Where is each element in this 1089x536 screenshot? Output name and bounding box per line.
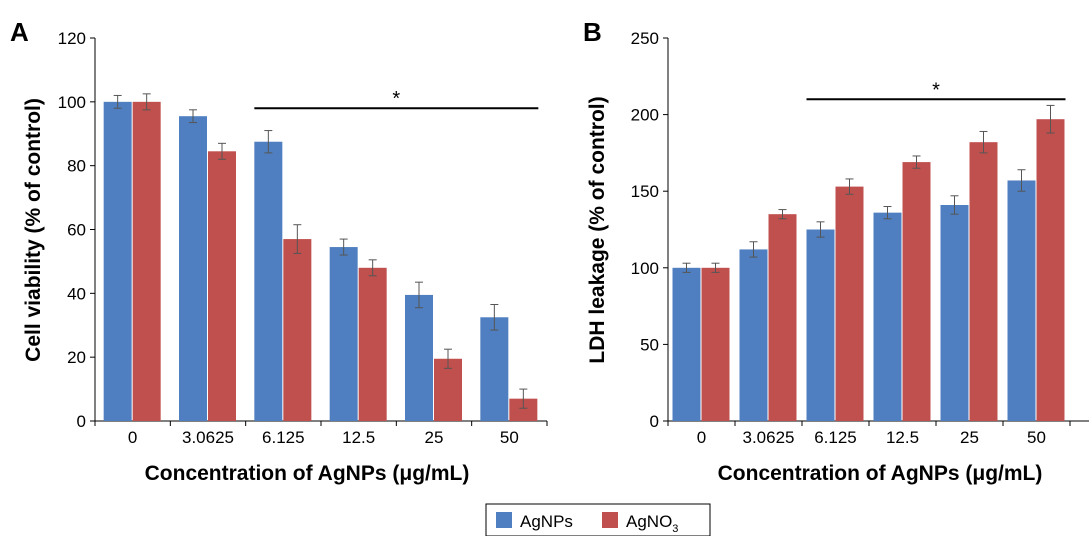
legend-label-agnps: AgNPs bbox=[520, 512, 573, 531]
panel-b-bar-agno3 bbox=[969, 142, 998, 421]
panel-b: B 0 50 100 150 200 250 0 3.0625 6.125 12.5 25 50 * C… bbox=[583, 17, 1089, 485]
panel-a-significance-star: * bbox=[392, 88, 400, 110]
panel-a-plot: 0 20 40 60 80 100 120 0 3.0625 6.125 12.5 25 50 * bbox=[58, 29, 548, 447]
panel-b-bar-agno3 bbox=[902, 162, 931, 422]
panel-a-letter: A bbox=[10, 17, 29, 47]
legend: AgNPs AgNO3 bbox=[485, 503, 711, 536]
panel-a-bar-agnps bbox=[329, 247, 358, 421]
panel-b-letter: B bbox=[583, 17, 602, 47]
panel-a-y-tick-label: 100 bbox=[58, 93, 86, 112]
panel-b-bar-agno3 bbox=[1036, 119, 1065, 422]
panel-a-x-tick-label: 3.0625 bbox=[182, 428, 234, 447]
panel-b-y-tick-label: 200 bbox=[631, 106, 659, 125]
panel-b-x-tick-label: 6.125 bbox=[814, 428, 857, 447]
panel-a-bar-agno3 bbox=[434, 358, 462, 421]
panel-b-y-tick-label: 150 bbox=[631, 182, 659, 201]
panel-b-y-tick-label: 100 bbox=[631, 259, 659, 278]
panel-b-bar-agnps bbox=[940, 204, 969, 421]
panel-b-bar-agno3 bbox=[768, 214, 797, 421]
panel-a-y-tick-label: 40 bbox=[67, 284, 86, 303]
panel-b-y-tick-label: 250 bbox=[631, 29, 659, 48]
panel-a-bar-agno3 bbox=[358, 267, 387, 421]
panel-b-bar-agnps bbox=[739, 249, 768, 421]
panel-b-significance-star: * bbox=[932, 79, 940, 101]
panel-b-x-axis-title: Concentration of AgNPs (μg/mL) bbox=[718, 462, 1043, 485]
panel-a-y-tick-label: 120 bbox=[58, 29, 86, 48]
panel-a-bar-agno3 bbox=[283, 239, 312, 421]
panel-b-x-tick-label: 3.0625 bbox=[743, 428, 795, 447]
legend-label-agno3-main: AgNO bbox=[626, 512, 672, 531]
panel-b-bar-agnps bbox=[873, 212, 902, 421]
panel-a-bar-agno3 bbox=[208, 151, 236, 421]
legend-label-agno3-subscript: 3 bbox=[672, 523, 678, 535]
panel-a-bar-agnps bbox=[103, 101, 132, 421]
panel-b-x-tick-label: 12.5 bbox=[886, 428, 919, 447]
panel-a-x-tick-label: 50 bbox=[500, 428, 519, 447]
legend-swatch-agno3 bbox=[602, 512, 618, 528]
panel-a-y-tick-label: 80 bbox=[67, 157, 86, 176]
panel-b-bar-agno3 bbox=[835, 186, 864, 421]
panel-b-x-tick-label: 50 bbox=[1027, 428, 1046, 447]
panel-a-x-tick-label: 0 bbox=[128, 428, 137, 447]
panel-b-x-tick-label: 25 bbox=[960, 428, 979, 447]
panel-a-y-tick-label: 20 bbox=[67, 348, 86, 367]
panel-b-y-tick-label: 0 bbox=[650, 412, 659, 431]
panel-b-y-tick-label: 50 bbox=[640, 335, 659, 354]
panel-a-bar-agnps bbox=[179, 116, 207, 421]
panel-a-x-tick-label: 12.5 bbox=[342, 428, 375, 447]
panel-a-y-tick-label: 60 bbox=[67, 221, 86, 240]
panel-b-bar-agnps bbox=[1007, 180, 1036, 421]
panel-a-y-axis-title: Cell viability (% of control) bbox=[22, 98, 45, 362]
legend-box bbox=[485, 503, 711, 536]
panel-b-bar-agnps bbox=[806, 229, 835, 421]
panel-a-x-tick-label: 6.125 bbox=[262, 428, 305, 447]
panel-b-bar-agno3 bbox=[701, 267, 730, 421]
panel-a-y-tick-label: 0 bbox=[77, 412, 86, 431]
panel-a-bar-agno3 bbox=[132, 101, 161, 421]
panel-b-plot: 0 50 100 150 200 250 0 3.0625 6.125 12.5 25 50 * bbox=[631, 29, 1089, 447]
panel-b-x-tick-label: 0 bbox=[697, 428, 706, 447]
panel-a: A 0 20 40 60 80 100 120 0 3.0625 6.125 12.5 25 50 * C… bbox=[10, 17, 548, 485]
panel-b-y-axis-title: LDH leakage (% of control) bbox=[586, 96, 609, 363]
panel-b-bar-agnps bbox=[672, 267, 701, 421]
panel-a-bar-agnps bbox=[480, 317, 509, 421]
panel-a-x-axis-title: Concentration of AgNPs (μg/mL) bbox=[145, 462, 470, 485]
legend-swatch-agnps bbox=[496, 512, 512, 528]
panel-a-bar-agnps bbox=[405, 294, 433, 421]
panel-a-bar-agnps bbox=[254, 141, 283, 421]
legend-label-agno3: AgNO3 bbox=[626, 512, 678, 535]
panel-a-bar-agno3 bbox=[509, 398, 538, 421]
panel-a-x-tick-label: 25 bbox=[425, 428, 444, 447]
